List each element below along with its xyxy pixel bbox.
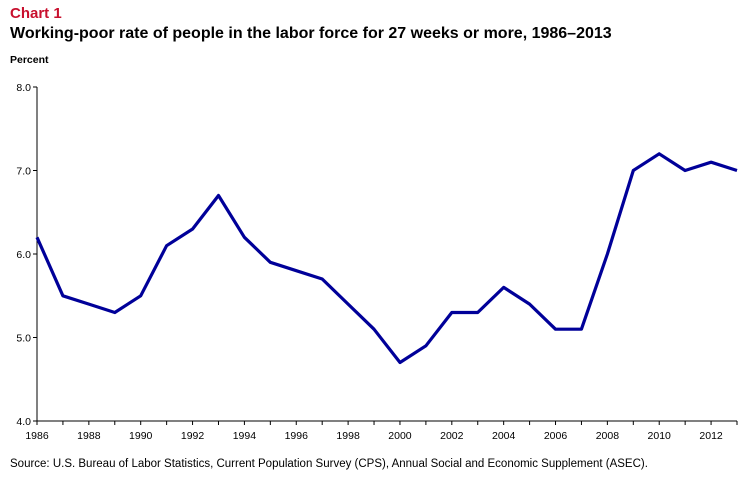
- y-ticks: 4.0 5.0 6.0 7.0 8.0: [16, 82, 37, 428]
- y-tick-label: 5.0: [16, 333, 31, 345]
- x-tick-label: 2008: [596, 430, 620, 442]
- x-tick-label: 2000: [388, 430, 412, 442]
- x-tick-label: 2006: [544, 430, 568, 442]
- x-tick-label: 2004: [492, 430, 516, 442]
- source-note: Source: U.S. Bureau of Labor Statistics,…: [10, 458, 648, 470]
- x-tick-label: 1990: [129, 430, 153, 442]
- x-tick-label: 1992: [181, 430, 205, 442]
- x-tick-label: 2010: [648, 430, 672, 442]
- chart-title: Working-poor rate of people in the labor…: [10, 25, 612, 42]
- y-tick-label: 6.0: [16, 249, 31, 261]
- y-tick-label: 7.0: [16, 166, 31, 178]
- x-tick-label: 1996: [285, 430, 309, 442]
- x-tick-label: 1988: [77, 430, 101, 442]
- y-tick-label: 8.0: [16, 82, 31, 94]
- series-line: [35, 152, 738, 365]
- x-tick-label: 2002: [440, 430, 464, 442]
- y-axis-label: Percent: [10, 54, 49, 66]
- x-tick-label: 1994: [233, 430, 257, 442]
- x-ticks: 1986 1988 1990 1992 1994 1996 1998 2000 2002 2004…: [25, 421, 738, 442]
- axes: [36, 87, 737, 422]
- y-tick-label: 4.0: [16, 416, 31, 428]
- x-tick-label: 2012: [699, 430, 723, 442]
- chart-number-label: Chart 1: [10, 5, 62, 22]
- x-tick-label: 1998: [336, 430, 360, 442]
- x-tick-label: 1986: [25, 430, 49, 442]
